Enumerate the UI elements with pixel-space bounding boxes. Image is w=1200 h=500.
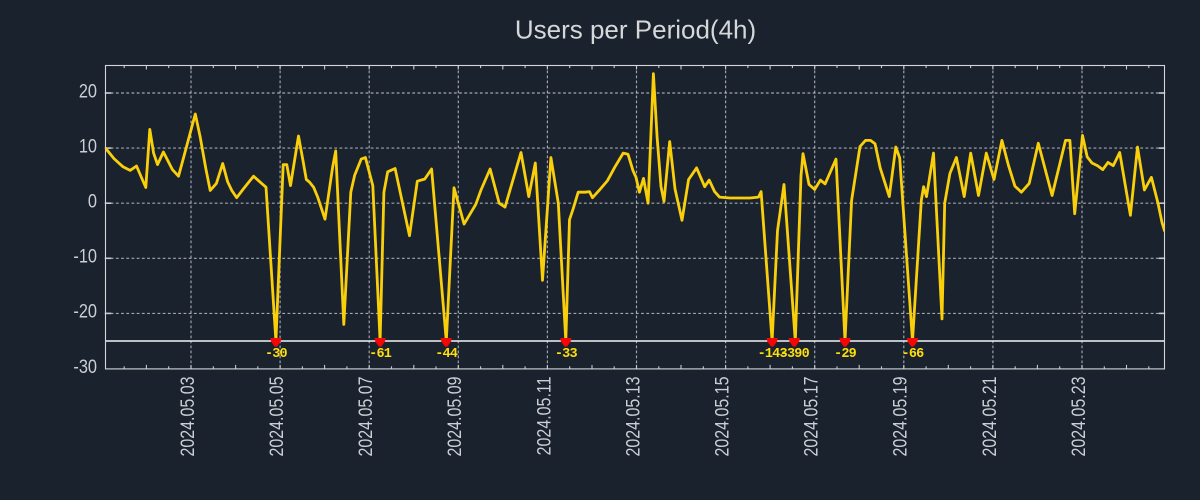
svg-text:-30: -30 <box>73 356 97 377</box>
svg-text:2024.05.07: 2024.05.07 <box>355 377 377 457</box>
svg-text:-29: -29 <box>834 347 857 362</box>
svg-text:-33: -33 <box>555 347 578 362</box>
svg-text:2024.05.19: 2024.05.19 <box>889 377 911 457</box>
svg-text:2024.05.03: 2024.05.03 <box>177 377 199 457</box>
svg-text:2024.05.21: 2024.05.21 <box>978 377 1000 457</box>
svg-text:-44: -44 <box>435 347 458 362</box>
svg-text:-143: -143 <box>758 347 788 362</box>
svg-text:Users per Period(4h): Users per Period(4h) <box>515 15 756 45</box>
svg-text:-30: -30 <box>265 347 288 362</box>
svg-text:2024.05.09: 2024.05.09 <box>444 377 466 457</box>
svg-text:-10: -10 <box>73 245 97 266</box>
svg-text:-61: -61 <box>369 347 392 362</box>
svg-text:2024.05.15: 2024.05.15 <box>711 376 733 456</box>
svg-text:20: 20 <box>79 80 97 101</box>
svg-text:2024.05.11: 2024.05.11 <box>533 377 555 456</box>
svg-text:0: 0 <box>88 190 97 211</box>
svg-text:2024.05.13: 2024.05.13 <box>622 377 644 457</box>
svg-text:-390: -390 <box>780 347 810 362</box>
svg-text:-20: -20 <box>73 301 97 322</box>
svg-text:-66: -66 <box>902 347 925 362</box>
svg-text:2024.05.17: 2024.05.17 <box>800 377 822 457</box>
svg-text:2024.05.23: 2024.05.23 <box>1068 377 1090 457</box>
svg-text:2024.05.05: 2024.05.05 <box>266 376 288 456</box>
svg-text:10: 10 <box>79 135 97 156</box>
